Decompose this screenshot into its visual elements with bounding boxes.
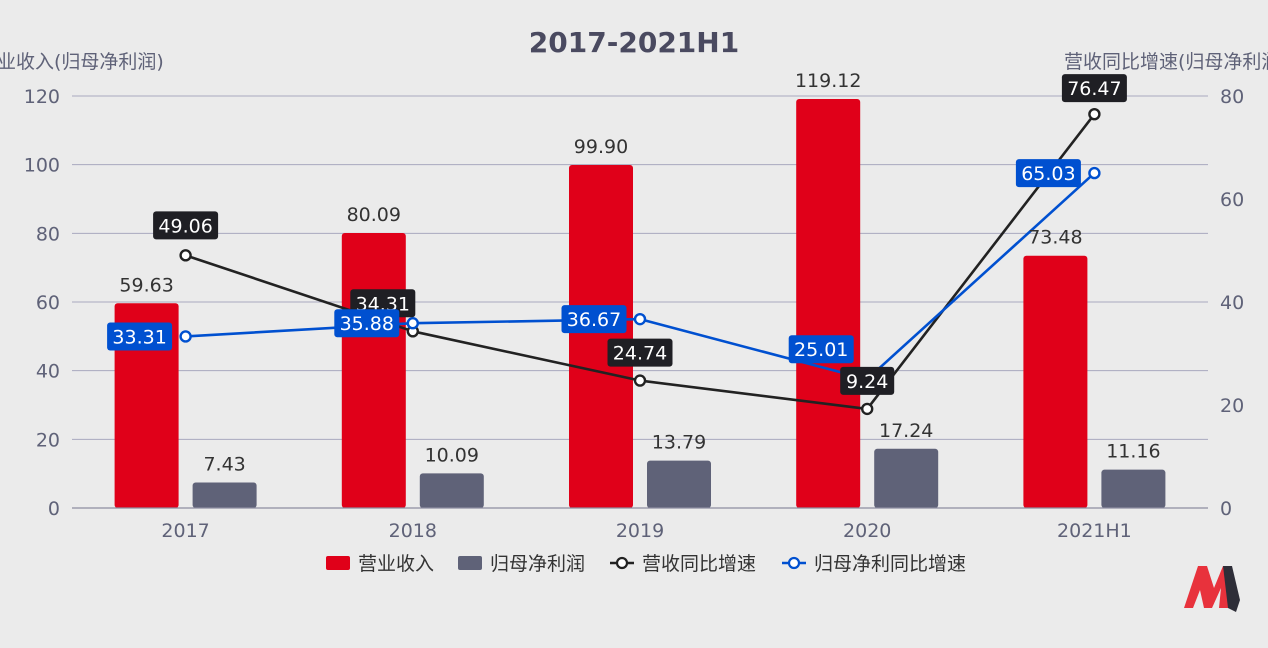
- brand-logo-icon: [1184, 566, 1240, 612]
- bars: [114, 99, 1166, 508]
- y-axis-left-title: 营业收入(归母净利润): [0, 51, 164, 73]
- line-point: [861, 402, 874, 416]
- line-value-label: 33.31: [112, 326, 166, 348]
- y-right-tick-label: 60: [1220, 189, 1244, 211]
- bar: [192, 482, 257, 508]
- line-label-box: [107, 322, 173, 351]
- gridlines: [72, 95, 1208, 509]
- legend-swatch-marker: [787, 556, 801, 570]
- lines: [179, 107, 1101, 416]
- y-left-tick-label: 120: [24, 86, 60, 108]
- legend-swatch-marker: [615, 556, 629, 570]
- line-point: [406, 317, 419, 330]
- line-value-label: 36.67: [567, 309, 621, 331]
- y-right-tick-label: 40: [1220, 292, 1244, 314]
- line-value-label: 25.01: [794, 339, 848, 361]
- line-point: [1088, 166, 1101, 180]
- y-left-tick-label: 100: [24, 155, 60, 177]
- x-tick-label: 2018: [389, 520, 437, 542]
- bar-value-label: 119.12: [795, 70, 861, 92]
- y-left-tick-label: 40: [36, 361, 60, 383]
- line-value-label: 65.03: [1021, 163, 1075, 185]
- data-labels: 59.63 80.09 99.90 119.12 73.48 7.43 10.09 13.79…: [107, 70, 1161, 475]
- x-tick-label: 2020: [843, 520, 891, 542]
- bar: [114, 303, 179, 508]
- bar-value-label: 59.63: [119, 274, 173, 296]
- bar-value-label: 80.09: [347, 204, 401, 226]
- legend-swatch: [458, 556, 482, 570]
- bar: [1023, 255, 1088, 508]
- line-label-box: [1015, 159, 1081, 188]
- line-label-box: [334, 309, 400, 338]
- x-tick-label: 2019: [616, 520, 664, 542]
- bar-value-label: 73.48: [1028, 227, 1082, 249]
- line-value-label: 49.06: [158, 215, 212, 237]
- line-value-label: 9.24: [846, 371, 888, 393]
- line-point: [633, 374, 647, 387]
- bar-value-label: 11.16: [1106, 441, 1160, 463]
- line-point: [179, 249, 192, 262]
- bar-value-label: 99.90: [574, 136, 628, 158]
- line-point: [1088, 107, 1101, 121]
- bar: [569, 165, 633, 508]
- y-right-tick-label: 80: [1220, 86, 1244, 108]
- line-point: [633, 312, 647, 326]
- y-axis-right-title: 营收同比增速(归母净利润: [1064, 51, 1268, 73]
- bar-value-label: 17.24: [879, 420, 933, 442]
- bar-value-label: 13.79: [652, 432, 706, 454]
- legend-label: 营业收入: [358, 553, 434, 575]
- legend-label: 营收同比增速: [642, 553, 756, 575]
- line-point: [179, 330, 192, 343]
- y-right-tick-label: 20: [1220, 395, 1244, 417]
- line-value-label: 35.88: [340, 313, 394, 335]
- y-right-tick-label: 0: [1220, 498, 1232, 520]
- legend-label: 归母净利润: [490, 553, 585, 575]
- bar: [874, 448, 939, 508]
- line-value-label: 76.47: [1067, 78, 1121, 100]
- y-left-tick-label: 0: [48, 498, 60, 520]
- legend-swatch: [326, 556, 350, 570]
- line-label-box: [153, 211, 219, 240]
- legend-label: 归母净利同比增速: [814, 553, 966, 575]
- x-tick-label: 2017: [161, 520, 209, 542]
- bar: [1101, 469, 1166, 508]
- bar: [647, 460, 711, 508]
- axes: 0 20 40 60 80 100 120 0 20 40 60 80 2017 2018 2019 2020…: [24, 86, 1244, 542]
- line-label-box: [1061, 74, 1127, 103]
- y-left-tick-label: 60: [36, 292, 60, 314]
- bar: [341, 233, 406, 508]
- line-value-label: 24.74: [613, 343, 667, 365]
- bar: [796, 99, 861, 508]
- y-left-tick-label: 80: [36, 223, 60, 245]
- y-left-tick-label: 20: [36, 429, 60, 451]
- legend: 营业收入 归母净利润 营收同比增速 归母净利同比增速: [326, 553, 966, 575]
- chart-title: 2017-2021H1: [529, 26, 739, 59]
- line-label-box: [788, 335, 854, 364]
- x-tick-label: 2021H1: [1057, 520, 1132, 542]
- line-label-box: [607, 338, 673, 367]
- line-label-box: [561, 305, 627, 334]
- line-label-box: [840, 366, 895, 395]
- bar-value-label: 10.09: [425, 444, 479, 466]
- bar-value-label: 7.43: [203, 453, 245, 475]
- bar: [419, 473, 484, 508]
